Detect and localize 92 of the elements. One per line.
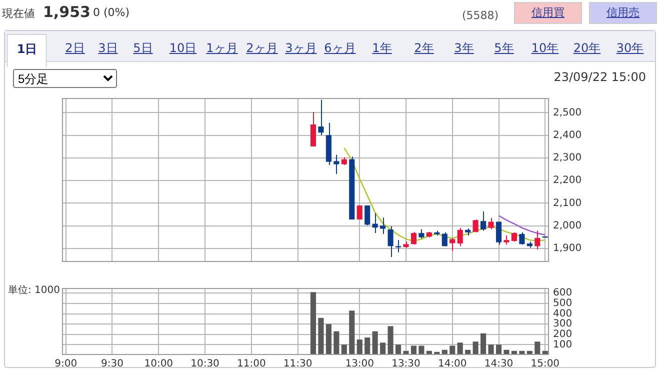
text: 3年 <box>454 40 474 57</box>
text: 5年 <box>494 40 514 57</box>
bar <box>410 346 417 355</box>
candlestick <box>450 238 456 252</box>
candlestick <box>504 235 510 246</box>
bar <box>488 344 494 355</box>
bar <box>457 342 463 355</box>
x-tick-label: 10:30 <box>190 358 220 369</box>
x-tick-label: 11:30 <box>283 358 312 369</box>
candlestick <box>318 99 324 136</box>
text: 10日 <box>169 40 197 57</box>
candlestick <box>388 226 394 258</box>
candlestick <box>380 217 386 234</box>
y-tick-label: 100 <box>553 339 572 350</box>
y-tick-label: 300 <box>553 318 572 330</box>
candlestick <box>334 154 340 175</box>
text: 30年 <box>616 40 644 57</box>
x-tick-label: 9:00 <box>54 358 78 369</box>
bar <box>310 292 316 355</box>
y-tick-label: 1,900 <box>553 243 582 254</box>
bar <box>418 346 424 355</box>
y-axis-title: 単位: 1000 <box>8 283 60 297</box>
bar <box>395 344 402 355</box>
text: 3日 <box>98 40 118 57</box>
text: 5分足 <box>13 69 117 88</box>
text: 1年 <box>372 40 392 57</box>
candlestick <box>310 112 316 147</box>
candlestick <box>472 218 478 233</box>
candlestick <box>395 240 402 253</box>
candlestick <box>534 230 540 250</box>
text: 信用売 <box>589 2 657 24</box>
y-tick-label: 400 <box>553 308 572 320</box>
bar <box>318 318 324 355</box>
candlestick <box>519 232 525 246</box>
candlestick <box>488 217 494 230</box>
y-tick-label: 2,300 <box>553 152 582 164</box>
y-tick-label: 200 <box>553 328 572 340</box>
bar <box>356 340 362 355</box>
text: 5日 <box>133 40 153 57</box>
candlestick <box>496 221 502 246</box>
text: 2日 <box>65 40 85 57</box>
x-tick-label: 14:30 <box>484 358 514 369</box>
x-tick-label: 15:00 <box>530 358 560 369</box>
bar <box>388 326 394 355</box>
bar <box>349 310 355 355</box>
text: 20年 <box>573 40 601 57</box>
y-tick-label: 2,100 <box>553 198 582 209</box>
candlestick <box>356 204 362 220</box>
text: 2年 <box>414 40 434 57</box>
text: 3ヶ月 <box>285 40 317 57</box>
x-tick-label: 13:00 <box>345 358 374 369</box>
x-tick-label: 9:30 <box>101 358 124 369</box>
text: 1,953 <box>43 3 90 21</box>
bar <box>534 342 540 355</box>
y-tick-label: 600 <box>553 288 572 299</box>
text: 1ヶ月 <box>206 40 238 57</box>
text: 2ヶ月 <box>246 40 278 57</box>
candlestick <box>442 232 448 247</box>
text: 6ヶ月 <box>324 40 356 57</box>
candlestick <box>480 211 486 232</box>
bar <box>326 324 332 355</box>
candlestick <box>410 231 417 246</box>
chart-title: (5588) <box>462 9 499 22</box>
y-tick-label: 2,400 <box>553 130 582 141</box>
candlestick <box>457 227 463 247</box>
x-tick-label: 10:00 <box>144 358 174 369</box>
x-tick-label: 11:00 <box>236 358 266 369</box>
text: 10年 <box>531 40 559 57</box>
bar <box>364 337 370 355</box>
y-tick-label: 500 <box>553 298 572 310</box>
bar <box>450 346 456 355</box>
candlestick <box>511 232 517 242</box>
x-tick-label: 13:30 <box>392 358 420 369</box>
text: 現在値 <box>2 6 35 21</box>
y-tick-label: 2,200 <box>553 175 582 186</box>
bar <box>341 344 347 355</box>
bar <box>480 333 486 355</box>
candlestick <box>372 212 378 234</box>
bar <box>472 342 478 355</box>
bar <box>496 344 502 355</box>
text: 1日 <box>6 34 48 67</box>
y-tick-label: 2,000 <box>553 220 582 232</box>
bar <box>334 331 340 355</box>
text: 0 (0%) <box>93 6 130 19</box>
bar <box>380 342 386 355</box>
candlestick <box>364 204 370 226</box>
y-tick-label: 2,500 <box>553 107 582 118</box>
text: 信用買 <box>514 2 582 24</box>
text: 23/09/22 15:00 <box>554 70 646 84</box>
x-tick-label: 14:00 <box>438 358 467 369</box>
bar <box>372 331 378 355</box>
candlestick <box>418 228 424 239</box>
